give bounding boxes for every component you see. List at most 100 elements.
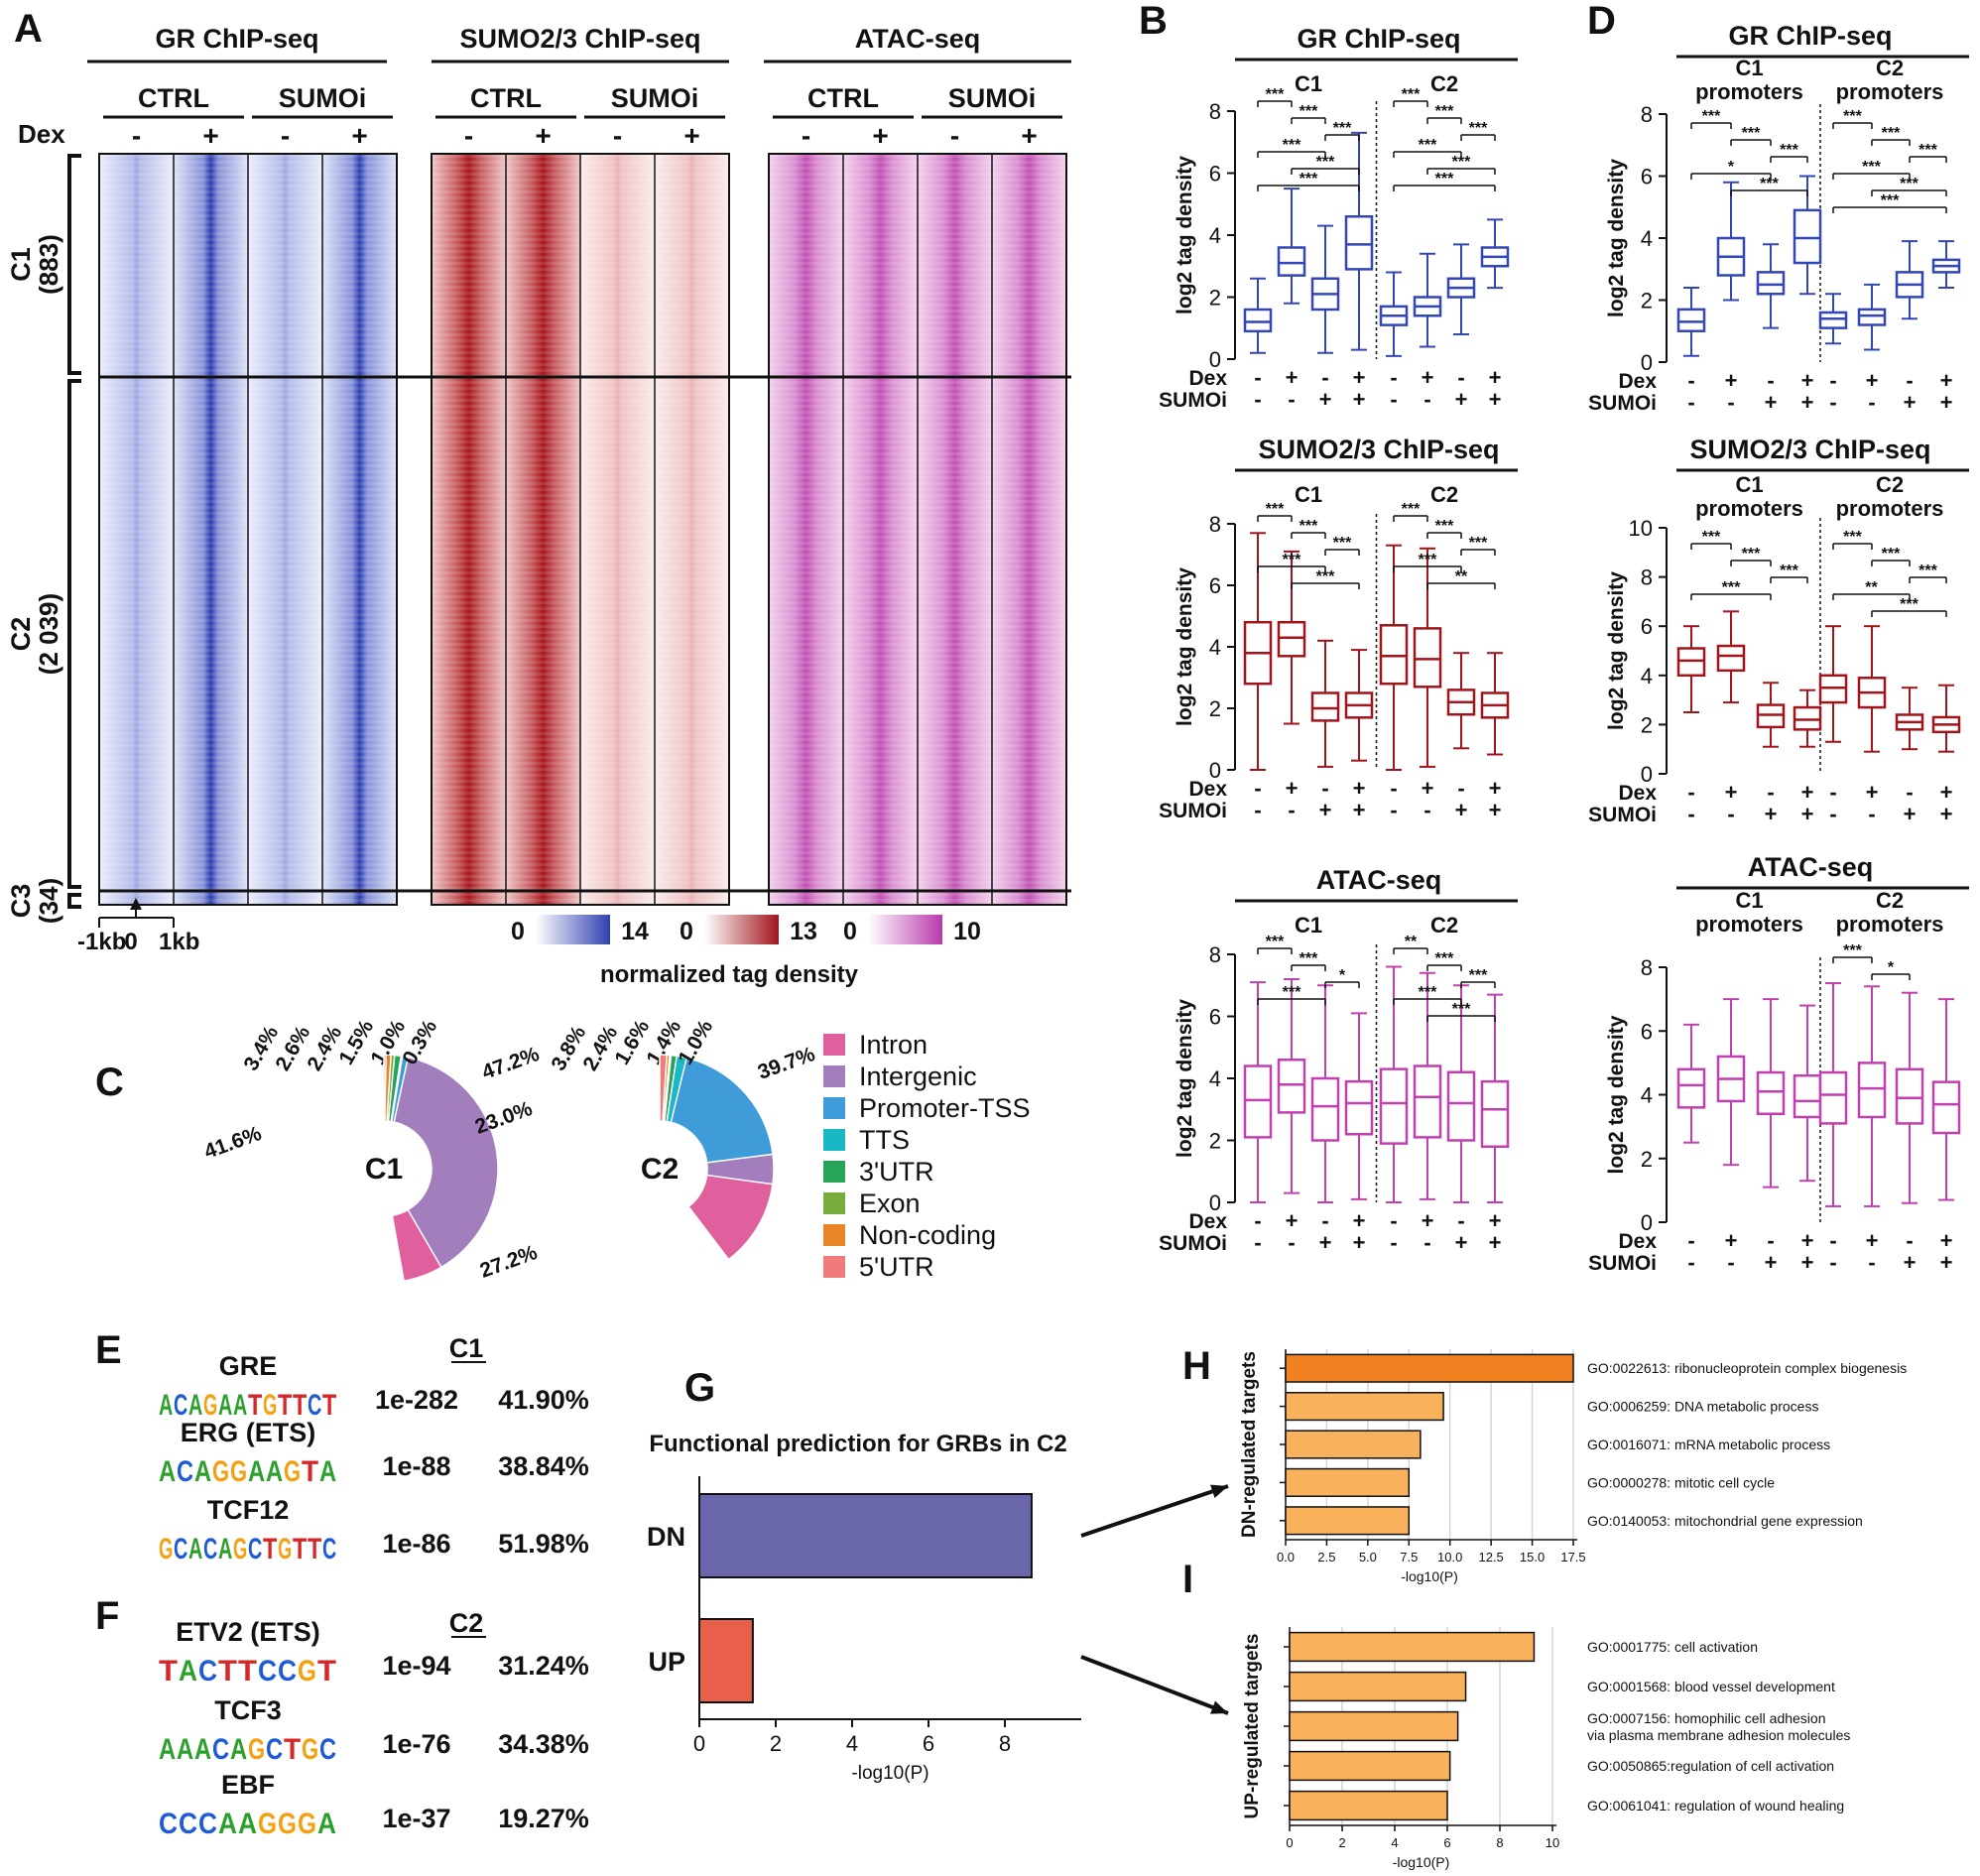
y-tick-label: 4 (1209, 1066, 1221, 1091)
dex-sign: - (1829, 780, 1836, 805)
go-term-label: GO:0140053: mitochondrial gene expressio… (1587, 1513, 1863, 1529)
sumoi-sign: - (1727, 802, 1734, 826)
motif-table-header: C2 (449, 1608, 484, 1638)
motif-letter: A (319, 1455, 336, 1488)
legend-swatch (823, 1256, 845, 1278)
significance-label: ** (1455, 568, 1468, 585)
motif-letter: C (212, 1733, 229, 1766)
sumoi-sign: + (1319, 387, 1332, 412)
significance-label: * (1728, 159, 1735, 176)
y-tick-label: 6 (1641, 614, 1653, 639)
legend-swatch (823, 1065, 845, 1087)
legend-label: Intergenic (859, 1062, 977, 1091)
y-tick-label: 2 (1641, 1147, 1653, 1172)
cluster-name: C2 (6, 617, 36, 652)
significance-label: *** (1742, 546, 1761, 563)
sumoi-sign: + (1801, 1250, 1814, 1275)
motif-letter: C (258, 1655, 277, 1688)
panel-letter-h: H (1182, 1344, 1211, 1388)
sumoi-sign: + (1765, 1250, 1778, 1275)
motif-pvalue: 1e-76 (382, 1729, 450, 1759)
y-tick-label: 2 (1209, 1129, 1221, 1154)
motif-letter: T (248, 1389, 262, 1422)
panel-letter-g: G (684, 1366, 715, 1410)
panel-letter-d: D (1587, 0, 1616, 43)
significance-label: *** (1469, 120, 1488, 137)
significance-label: *** (1742, 125, 1761, 142)
go-term-label: GO:0061041: regulation of wound healing (1587, 1798, 1844, 1813)
arrow-head-icon (1210, 1700, 1228, 1714)
sumoi-row-label: SUMOi (1159, 800, 1227, 822)
x-tick-label: 2.5 (1317, 1550, 1335, 1564)
panel-letter-i: I (1182, 1558, 1193, 1601)
motif-letter: A (266, 1455, 283, 1488)
group-label: promoters (1836, 496, 1944, 521)
sumoi-sign: + (1353, 1230, 1366, 1255)
motif-letter: A (159, 1455, 176, 1488)
motif-letter: A (179, 1655, 197, 1688)
motif-letter: A (194, 1455, 211, 1488)
box (1676, 308, 1706, 332)
y-tick-label: 4 (1209, 223, 1221, 248)
motif-letter: T (218, 1655, 237, 1688)
condition-label: SUMOi (279, 83, 367, 113)
heatmap-texture (843, 154, 918, 905)
heatmap-frame (98, 153, 398, 906)
sumoi-sign: - (1423, 1230, 1430, 1255)
motif-pvalue: 1e-86 (382, 1529, 450, 1559)
y-tick-label: 4 (1209, 635, 1221, 660)
significance-label: *** (1900, 176, 1918, 192)
dex-sign: - (132, 120, 141, 151)
y-axis-label: DN-regulated targets (1239, 1351, 1260, 1538)
significance-label: *** (1760, 176, 1779, 192)
dex-row-label: Dex (1618, 782, 1657, 805)
cluster-bracket (67, 379, 81, 889)
bar (1285, 1353, 1574, 1383)
significance-label: *** (1435, 950, 1454, 967)
dex-sign: + (1725, 368, 1738, 393)
motif-percent: 31.24% (498, 1651, 589, 1681)
dex-sign: - (1829, 1228, 1836, 1253)
sumoi-sign: - (1254, 798, 1261, 822)
significance-label: *** (1419, 137, 1437, 154)
y-tick-label: 0 (1209, 1190, 1221, 1215)
box (1379, 1067, 1409, 1145)
motif-letter: G (248, 1733, 265, 1766)
dex-sign: + (1866, 780, 1879, 805)
sumoi-sign: - (1390, 387, 1397, 412)
dex-row-label: Dex (1188, 367, 1227, 390)
significance-label: *** (1900, 596, 1918, 613)
motif-letter: A (230, 1733, 247, 1766)
motif-letter: A (194, 1733, 211, 1766)
dex-sign: - (950, 120, 959, 151)
motif-letter: C (174, 1533, 187, 1565)
heatmap-texture (992, 154, 1066, 905)
sumoi-sign: - (1868, 390, 1875, 415)
sumoi-sign: - (1868, 802, 1875, 826)
group-label: C1 (1295, 71, 1322, 96)
significance-label: *** (1780, 563, 1798, 579)
significance-label: *** (1843, 942, 1862, 959)
sumoi-sign: + (1940, 390, 1953, 415)
dex-sign: - (1687, 1228, 1694, 1253)
motif-percent: 51.98% (498, 1529, 589, 1559)
significance-label: * (1339, 967, 1346, 984)
significance-label: *** (1299, 103, 1318, 120)
significance-label: *** (1780, 142, 1798, 159)
donut-center-label: C2 (641, 1153, 679, 1186)
legend-label: 3'UTR (859, 1157, 934, 1187)
legend-swatch (823, 1097, 845, 1119)
dex-sign: + (1353, 776, 1366, 801)
motif-letter: C (159, 1808, 178, 1840)
significance-label: *** (1333, 120, 1352, 137)
box (1277, 246, 1306, 277)
motif-pvalue: 1e-94 (382, 1651, 450, 1681)
box (1857, 1062, 1887, 1119)
sumoi-sign: + (1319, 1230, 1332, 1255)
significance-label: *** (1702, 108, 1721, 125)
motif-letter: A (248, 1455, 265, 1488)
go-term-label: GO:0050865:regulation of cell activation (1587, 1758, 1834, 1774)
sumoi-sign: + (1765, 802, 1778, 826)
dex-row-label: Dex (1618, 370, 1657, 393)
bar (1285, 1467, 1411, 1497)
